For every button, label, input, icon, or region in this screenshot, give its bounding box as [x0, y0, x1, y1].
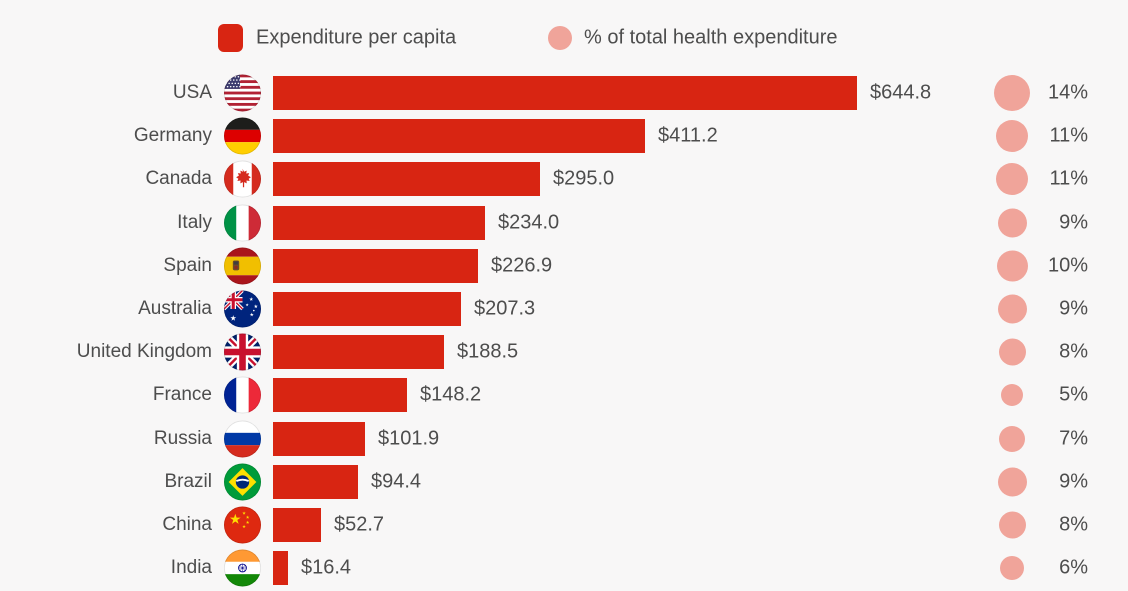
- country-label-russia: Russia: [153, 427, 212, 449]
- row-china: China $52.7 8%: [0, 504, 1128, 547]
- bar-germany: [273, 119, 645, 154]
- flag-spain-icon: [224, 247, 261, 285]
- row-canada: Canada $295.0 11%: [0, 158, 1128, 201]
- pct-circle-spain: [996, 250, 1028, 282]
- flag-australia-icon: [224, 290, 261, 328]
- row-france: France $148.2 5%: [0, 374, 1128, 417]
- pct-label-france: 5%: [1059, 383, 1088, 406]
- pct-label-uk: 8%: [1059, 340, 1088, 363]
- country-label-india: India: [170, 557, 212, 579]
- bar-value-label-russia: $101.9: [378, 427, 440, 450]
- pct-label-australia: 9%: [1059, 297, 1088, 320]
- row-australia: Australia $207.3 9%: [0, 288, 1128, 331]
- bar-value-label-usa: $644.8: [870, 81, 932, 104]
- pct-circle-australia: [997, 294, 1027, 324]
- pct-label-canada: 11%: [1049, 167, 1088, 190]
- flag-russia-icon: [224, 420, 261, 458]
- bar-france: [273, 378, 407, 413]
- flag-france-icon: [224, 376, 261, 414]
- pct-label-china: 8%: [1059, 513, 1088, 536]
- bar-australia: [273, 292, 461, 326]
- bar-russia: [273, 421, 365, 456]
- bar-value-label-canada: $295.0: [553, 167, 615, 190]
- pct-circle-india: [1000, 556, 1024, 581]
- pct-label-spain: 10%: [1047, 254, 1088, 277]
- flag-usa-icon: [224, 74, 261, 112]
- flag-italy-icon: [224, 204, 261, 242]
- bar-legend-label: Expenditure per capita: [256, 26, 457, 49]
- pct-circle-brazil: [997, 467, 1027, 497]
- bar-legend-swatch-icon: [218, 24, 243, 52]
- pct-label-brazil: 9%: [1059, 470, 1088, 493]
- country-label-australia: Australia: [138, 298, 212, 319]
- country-label-usa: USA: [172, 82, 212, 103]
- bar-uk: [273, 335, 444, 370]
- bar-canada: [273, 162, 540, 197]
- pct-circle-germany: [996, 120, 1028, 153]
- pct-label-usa: 14%: [1047, 81, 1088, 104]
- bar-usa: [273, 76, 857, 110]
- country-label-uk: United Kingdom: [76, 341, 212, 363]
- pct-circle-russia: [999, 425, 1025, 452]
- pct-circle-china: [998, 511, 1026, 539]
- row-germany: Germany $411.2 11%: [0, 115, 1128, 158]
- bar-value-label-uk: $188.5: [457, 340, 519, 363]
- row-brazil: Brazil $94.4 9%: [0, 460, 1128, 503]
- row-usa: USA $644.8 14%: [0, 72, 1128, 115]
- flag-china-icon: [224, 506, 261, 544]
- pct-label-russia: 7%: [1059, 427, 1088, 450]
- row-spain: Spain $226.9 10%: [0, 244, 1128, 287]
- bar-spain: [273, 248, 478, 283]
- bar-value-label-italy: $234.0: [498, 211, 560, 234]
- bar-value-label-germany: $411.2: [658, 124, 718, 147]
- pct-circle-usa: [994, 75, 1030, 111]
- flag-germany-icon: [224, 117, 261, 155]
- pct-label-germany: 11%: [1049, 124, 1088, 147]
- pct-circle-france: [1001, 384, 1023, 407]
- bar-value-label-spain: $226.9: [491, 254, 553, 277]
- country-label-china: China: [162, 514, 212, 535]
- row-india: India $16.4 6%: [0, 547, 1128, 590]
- pct-circle-uk: [998, 338, 1026, 366]
- country-label-france: France: [152, 384, 212, 406]
- circle-legend-swatch-icon: [548, 26, 572, 50]
- bar-value-label-china: $52.7: [334, 513, 385, 536]
- country-label-italy: Italy: [177, 211, 212, 233]
- bar-china: [273, 508, 321, 542]
- pct-circle-italy: [997, 208, 1027, 238]
- row-uk: United Kingdom $188.5 8%: [0, 331, 1128, 374]
- row-russia: Russia $101.9 7%: [0, 417, 1128, 460]
- country-label-brazil: Brazil: [164, 470, 212, 492]
- pct-label-india: 6%: [1059, 556, 1088, 579]
- bar-value-label-australia: $207.3: [474, 297, 536, 320]
- bar-value-label-india: $16.4: [301, 556, 352, 579]
- bar-value-label-brazil: $94.4: [371, 470, 422, 493]
- bar-brazil: [273, 464, 358, 499]
- flag-canada-icon: [224, 160, 261, 198]
- flag-brazil-icon: [224, 463, 261, 501]
- pct-circle-canada: [996, 163, 1028, 196]
- pct-label-italy: 9%: [1059, 211, 1088, 234]
- bar-value-label-france: $148.2: [420, 383, 482, 406]
- row-italy: Italy $234.0 9%: [0, 201, 1128, 244]
- bar-italy: [273, 205, 485, 240]
- flag-india-icon: [224, 549, 261, 587]
- bar-india: [273, 551, 288, 586]
- country-label-germany: Germany: [133, 125, 212, 147]
- flag-uk-icon: [224, 333, 261, 371]
- country-label-canada: Canada: [145, 168, 212, 190]
- circle-legend-label: % of total health expenditure: [584, 26, 838, 49]
- country-label-spain: Spain: [163, 254, 212, 276]
